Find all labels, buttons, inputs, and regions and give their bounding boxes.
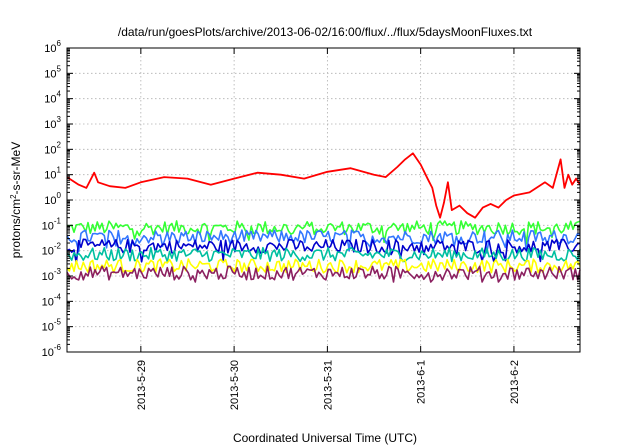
x-tick-label: 2013-5-29: [136, 360, 148, 410]
y-tick-label: 10-4: [42, 292, 62, 308]
y-tick-label: 105: [44, 64, 61, 80]
y-tick-label: 106: [44, 39, 61, 55]
x-tick-label: 2013-5-30: [229, 360, 241, 410]
y-tick-label: 104: [44, 90, 61, 106]
y-axis-label: protons/cm2-s-sr-MeV: [9, 142, 23, 258]
chart-title: /data/run/goesPlots/archive/2013-06-02/1…: [118, 25, 533, 39]
series-line-1: [66, 220, 581, 245]
y-tick-label: 100: [44, 191, 61, 207]
x-tick-label: 2013-6-2: [509, 360, 521, 404]
series-line-3: [66, 238, 581, 264]
y-tick-label: 102: [44, 140, 61, 156]
grid: [67, 48, 580, 352]
y-tick-label: 101: [44, 166, 61, 182]
series-line-6: [66, 265, 581, 283]
series-line-2: [66, 229, 581, 254]
y-tick-label: 10-5: [42, 318, 62, 334]
y-tick-label: 10-3: [42, 267, 62, 283]
y-tick-label: 10-6: [42, 343, 62, 359]
x-axis-label: Coordinated Universal Time (UTC): [233, 431, 417, 445]
x-tick-label: 2013-5-31: [322, 360, 334, 410]
y-tick-label: 103: [44, 115, 61, 131]
axis-ticks: 10-6 10-5 10-4 10-3 10-2 10-1 100 101 102 103 104 1…: [42, 39, 580, 410]
series-line-0: [66, 152, 581, 219]
y-tick-label: 10-1: [42, 216, 62, 232]
series-line-5: [66, 258, 581, 274]
x-tick-label: 2013-6-1: [416, 360, 428, 404]
y-tick-label: 10-2: [42, 242, 62, 258]
series-group: [66, 152, 581, 283]
series-line-4: [66, 246, 581, 263]
